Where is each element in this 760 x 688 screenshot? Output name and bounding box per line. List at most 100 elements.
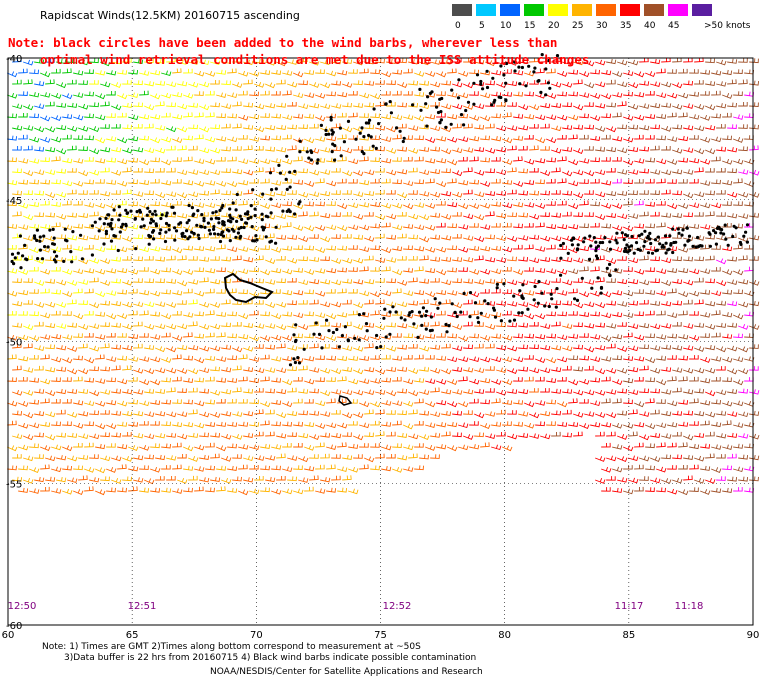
wind-barb — [667, 267, 678, 274]
wind-barb — [617, 346, 628, 352]
wind-barb — [314, 115, 326, 122]
contamination-dot — [183, 235, 187, 239]
legend-swatch-35 — [620, 4, 640, 16]
wind-barb — [617, 278, 628, 285]
wind-barb — [672, 278, 683, 285]
wind-barb — [249, 114, 260, 120]
wind-barb — [518, 145, 528, 151]
contamination-dot — [209, 217, 213, 221]
wind-barb — [342, 212, 352, 217]
contamination-dot — [38, 239, 42, 243]
wind-barb — [320, 59, 331, 66]
wind-barb — [264, 82, 276, 89]
wind-barb — [524, 91, 534, 97]
contamination-dot — [51, 227, 55, 231]
wind-barb — [122, 256, 132, 261]
wind-barb — [238, 114, 249, 121]
wind-barb — [293, 333, 303, 339]
wind-barb — [650, 388, 660, 394]
wind-barb — [309, 454, 319, 459]
wind-barb — [502, 289, 512, 294]
wind-barb — [639, 344, 649, 350]
wind-barb — [496, 367, 507, 373]
wind-barb — [408, 344, 418, 349]
wind-barb — [579, 311, 590, 318]
wind-barb — [430, 411, 441, 418]
wind-barb — [546, 201, 556, 206]
contamination-dot — [229, 220, 233, 224]
wind-barb — [573, 212, 583, 217]
contamination-dot — [240, 217, 244, 221]
contamination-dot — [40, 257, 45, 261]
wind-barb — [540, 345, 551, 351]
wind-barb — [744, 422, 755, 428]
contamination-dot — [109, 239, 114, 243]
wind-barb — [485, 343, 495, 349]
wind-barb — [89, 126, 100, 132]
wind-barb — [656, 442, 666, 448]
contamination-dot — [663, 234, 668, 238]
wind-barb — [363, 456, 375, 463]
wind-barb — [463, 257, 474, 263]
wind-barb — [166, 476, 176, 481]
wind-barb — [491, 245, 502, 251]
wind-barb — [73, 355, 83, 361]
wind-barb — [319, 236, 331, 243]
wind-barb — [551, 431, 561, 437]
wind-barb — [199, 301, 210, 308]
wind-barb — [265, 191, 276, 197]
wind-barb — [23, 235, 34, 241]
wind-barb — [579, 71, 590, 78]
contamination-dot — [340, 334, 344, 338]
contamination-dot — [479, 82, 483, 86]
wind-barb — [414, 135, 424, 141]
wind-barb — [513, 244, 523, 250]
wind-barb — [446, 445, 458, 452]
wind-barb — [128, 445, 139, 451]
wind-barb — [419, 146, 430, 152]
wind-barb — [29, 422, 40, 429]
wind-barb — [622, 225, 634, 232]
contamination-dot — [357, 338, 361, 342]
wind-barb — [573, 257, 584, 264]
wind-barb — [56, 82, 67, 89]
contamination-dot — [532, 298, 536, 302]
contamination-dot — [694, 245, 698, 249]
wind-barb — [12, 343, 22, 349]
wind-barb — [667, 442, 677, 448]
wind-barb — [282, 70, 293, 76]
wind-barb — [397, 388, 408, 394]
wind-barb — [419, 169, 430, 176]
wind-barb — [645, 71, 656, 77]
wind-barb — [590, 422, 601, 428]
wind-barb — [282, 379, 293, 386]
wind-barb — [716, 168, 726, 173]
wind-barb — [440, 368, 452, 375]
wind-barb — [7, 445, 18, 452]
wind-barb — [139, 310, 149, 316]
wind-barb — [45, 411, 56, 418]
contamination-dot — [561, 241, 566, 246]
wind-barb — [84, 377, 95, 383]
wind-barb — [667, 92, 678, 99]
wind-barb — [606, 278, 616, 283]
wind-barb — [425, 137, 436, 143]
wind-barb — [502, 222, 512, 228]
wind-barb — [557, 311, 567, 317]
wind-barb — [364, 236, 375, 242]
wind-barb — [326, 444, 337, 450]
wind-barb — [276, 433, 287, 439]
wind-barb — [364, 255, 374, 261]
wind-barb — [590, 157, 600, 163]
wind-barb — [183, 112, 193, 118]
legend-label: 45 — [668, 21, 680, 31]
wind-barb — [194, 70, 205, 77]
contamination-dot — [142, 224, 146, 228]
wind-barb — [7, 377, 17, 382]
wind-barb — [419, 59, 430, 66]
wind-barb — [271, 444, 282, 450]
wind-barb — [243, 366, 254, 373]
wind-barb — [683, 169, 694, 175]
wind-barb — [293, 488, 304, 495]
wind-barb — [249, 399, 259, 405]
